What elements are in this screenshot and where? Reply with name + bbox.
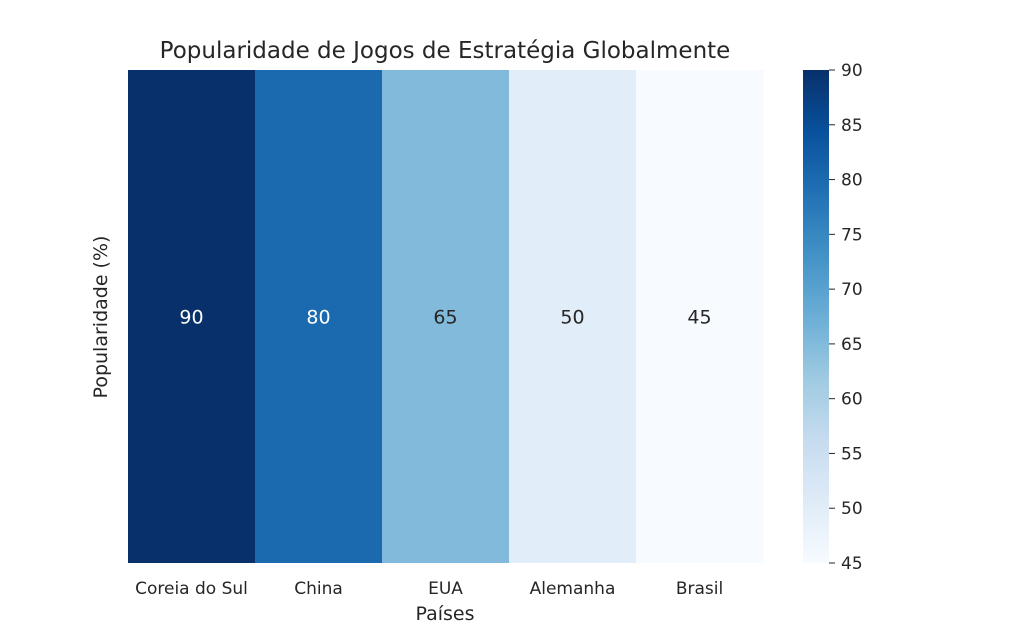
cell-value-label: 80 (306, 307, 330, 329)
colorbar-tick-label: 85 (841, 116, 863, 136)
heatmap-cell-labels: 90 80 65 50 45 (179, 307, 711, 329)
chart-title: Popularidade de Jogos de Estratégia Glob… (160, 38, 731, 64)
x-tick-labels: Coreia do Sul China EUA Alemanha Brasil (135, 579, 723, 599)
x-tick-label: Alemanha (530, 579, 616, 599)
cell-value-label: 50 (560, 307, 584, 329)
colorbar-tick-label: 70 (841, 280, 863, 300)
heatmap-cell (382, 70, 510, 563)
colorbar-tick-label: 60 (841, 390, 863, 410)
colorbar-tick-label: 50 (841, 499, 863, 519)
cell-value-label: 90 (179, 307, 203, 329)
y-axis-label: Popularidade (%) (90, 236, 112, 399)
heatmap-cell (128, 70, 256, 563)
colorbar-tick-label: 75 (841, 225, 863, 245)
colorbar-tick-label: 65 (841, 335, 863, 355)
colorbar-tick-label: 55 (841, 444, 863, 464)
colorbar-tick-label: 90 (841, 61, 863, 81)
x-tick-label: Brasil (676, 579, 723, 599)
heatmap-cell (509, 70, 637, 563)
colorbar (803, 70, 829, 563)
heatmap-cell (255, 70, 383, 563)
colorbar-ticks: 45 50 55 60 65 70 75 80 85 90 (829, 61, 863, 574)
cell-value-label: 65 (433, 307, 457, 329)
colorbar-tick-label: 80 (841, 171, 863, 191)
heatmap-cells (128, 70, 764, 563)
colorbar-tick-label: 45 (841, 554, 863, 574)
x-tick-label: China (294, 579, 343, 599)
cell-value-label: 45 (687, 307, 711, 329)
heatmap-cell (636, 70, 764, 563)
x-tick-label: EUA (428, 579, 463, 599)
x-tick-label: Coreia do Sul (135, 579, 248, 599)
x-axis-label: Países (415, 603, 474, 625)
